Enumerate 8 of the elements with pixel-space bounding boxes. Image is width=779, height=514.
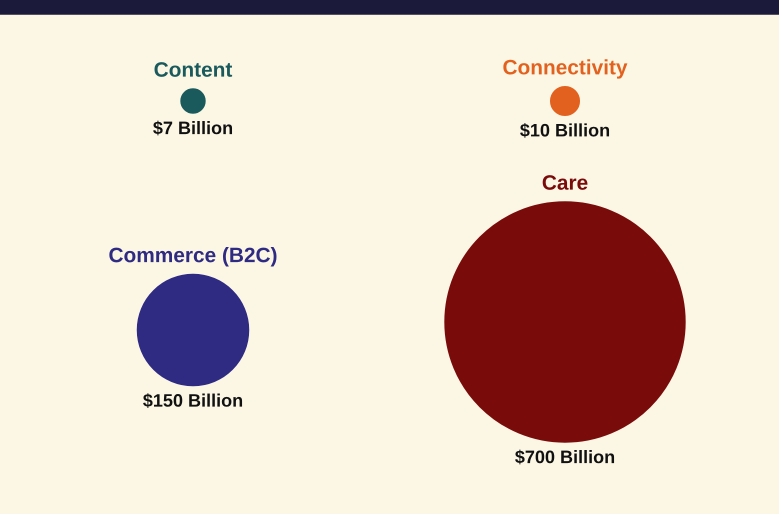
data-label: $700 Billion — [515, 450, 614, 464]
data-label: $7 Billion — [153, 120, 232, 136]
category-label: Content — [154, 62, 232, 77]
category-label: Connectivity — [503, 59, 628, 79]
category-label: Care — [542, 175, 588, 190]
data-label: $10 Billion — [520, 123, 610, 138]
data-label: $150 Billion — [143, 393, 242, 408]
category-label: Commerce (B2C) — [109, 247, 276, 266]
